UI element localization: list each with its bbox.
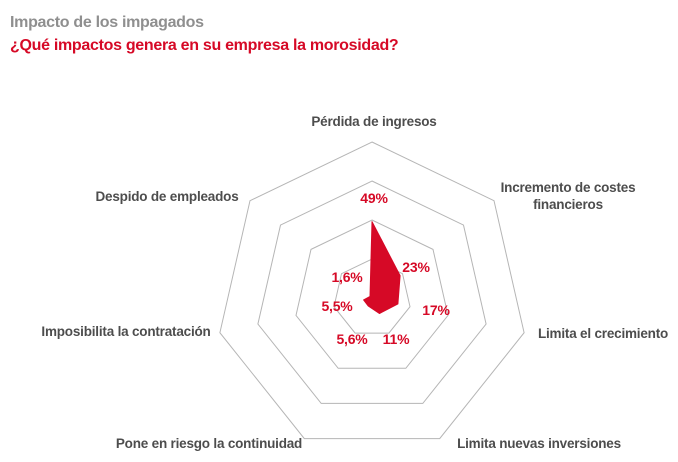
value-label-incremento-costes: 23% bbox=[402, 259, 430, 275]
category-label-incremento-costes: Incremento de costes financieros bbox=[500, 180, 636, 212]
chart-kicker: Impacto de los impagados bbox=[10, 14, 204, 31]
value-label-riesgo-continuidad: 5,6% bbox=[336, 331, 368, 347]
grid-ring-4 bbox=[219, 141, 525, 440]
grid-ring-1 bbox=[333, 258, 411, 334]
category-label-perdida-ingresos: Pérdida de ingresos bbox=[311, 114, 437, 129]
value-label-limita-crecimiento: 17% bbox=[422, 302, 450, 318]
category-label-despido-empleados: Despido de empleados bbox=[95, 189, 239, 204]
value-label-perdida-ingresos: 49% bbox=[360, 190, 388, 206]
category-label-imposibilita-contratacion: Imposibilita la contratación bbox=[41, 324, 211, 339]
value-label-despido-empleados: 1,6% bbox=[331, 269, 363, 285]
value-label-limita-inversiones: 11% bbox=[382, 331, 410, 347]
grid-ring-2 bbox=[295, 219, 449, 369]
category-label-riesgo-continuidad: Pone en riesgo la continuidad bbox=[115, 436, 303, 451]
grid-ring-3 bbox=[257, 180, 487, 404]
chart-title: ¿Qué impactos genera en su empresa la mo… bbox=[10, 37, 399, 54]
category-label-limita-crecimiento: Limita el crecimiento bbox=[537, 326, 669, 341]
data-polygon bbox=[363, 221, 401, 314]
value-label-imposibilita-contratacion: 5,5% bbox=[321, 298, 353, 314]
category-label-limita-inversiones: Limita nuevas inversiones bbox=[457, 436, 621, 451]
